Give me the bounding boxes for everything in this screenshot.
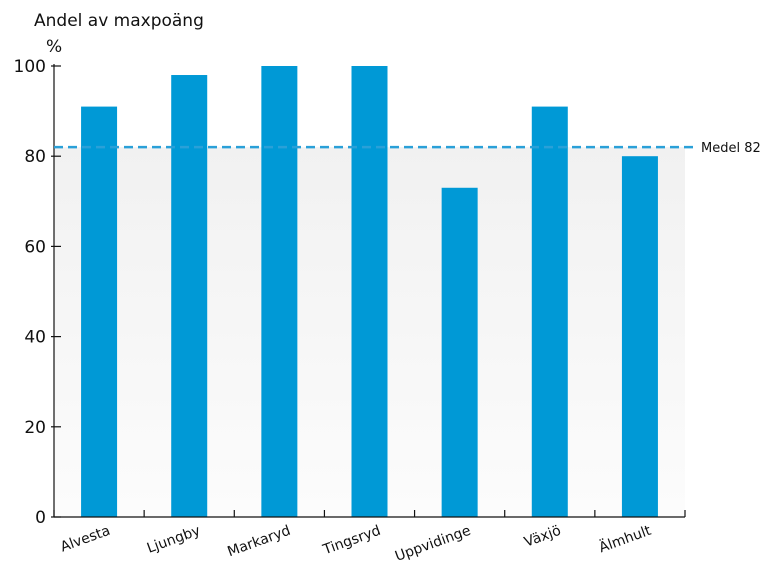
bar-5 (442, 188, 478, 517)
y-tick-label-40: 40 (24, 328, 46, 348)
y-axis-unit-label: % (46, 37, 62, 57)
x-tick-label-4: Tingsryd (320, 523, 383, 559)
y-tick-label-0: 0 (35, 508, 46, 528)
x-tick-label-2: Ljungby (145, 523, 203, 557)
x-tick-label-1: Alvesta (58, 523, 112, 556)
x-tick-label-7: Älmhult (596, 521, 654, 557)
bar-1 (81, 107, 117, 517)
y-tick-label-20: 20 (24, 418, 46, 438)
y-tick-label-80: 80 (24, 147, 46, 167)
bar-4 (352, 66, 388, 517)
bar-3 (261, 66, 297, 517)
x-tick-label-6: Växjö (522, 523, 563, 551)
bar-7 (622, 156, 658, 517)
chart-title: Andel av maxpoäng (34, 11, 204, 31)
y-tick-label-100: 100 (14, 57, 46, 77)
x-tick-label-5: Uppvidinge (393, 523, 473, 565)
y-tick-label-60: 60 (24, 237, 46, 257)
x-tick-label-3: Markaryd (225, 523, 292, 561)
bar-2 (171, 75, 207, 517)
mean-reference-label: Medel 82 (701, 141, 761, 156)
bar-6 (532, 107, 568, 517)
